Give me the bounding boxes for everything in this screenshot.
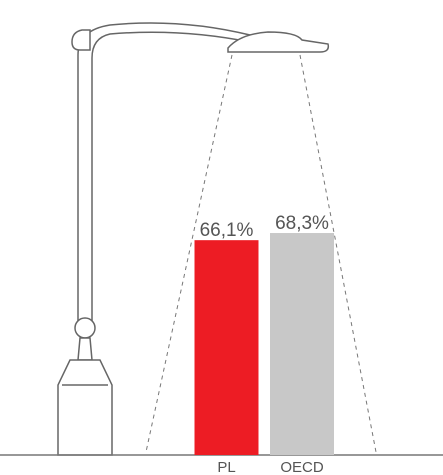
value-label: 66,1% [200, 220, 254, 241]
bar [270, 233, 334, 455]
x-tick-label: PL [217, 459, 235, 475]
light-beam [145, 54, 233, 453]
light-beam [299, 54, 377, 453]
bar [194, 240, 259, 455]
value-label: 68,3% [275, 213, 329, 234]
x-tick-label: OECD [280, 459, 324, 475]
